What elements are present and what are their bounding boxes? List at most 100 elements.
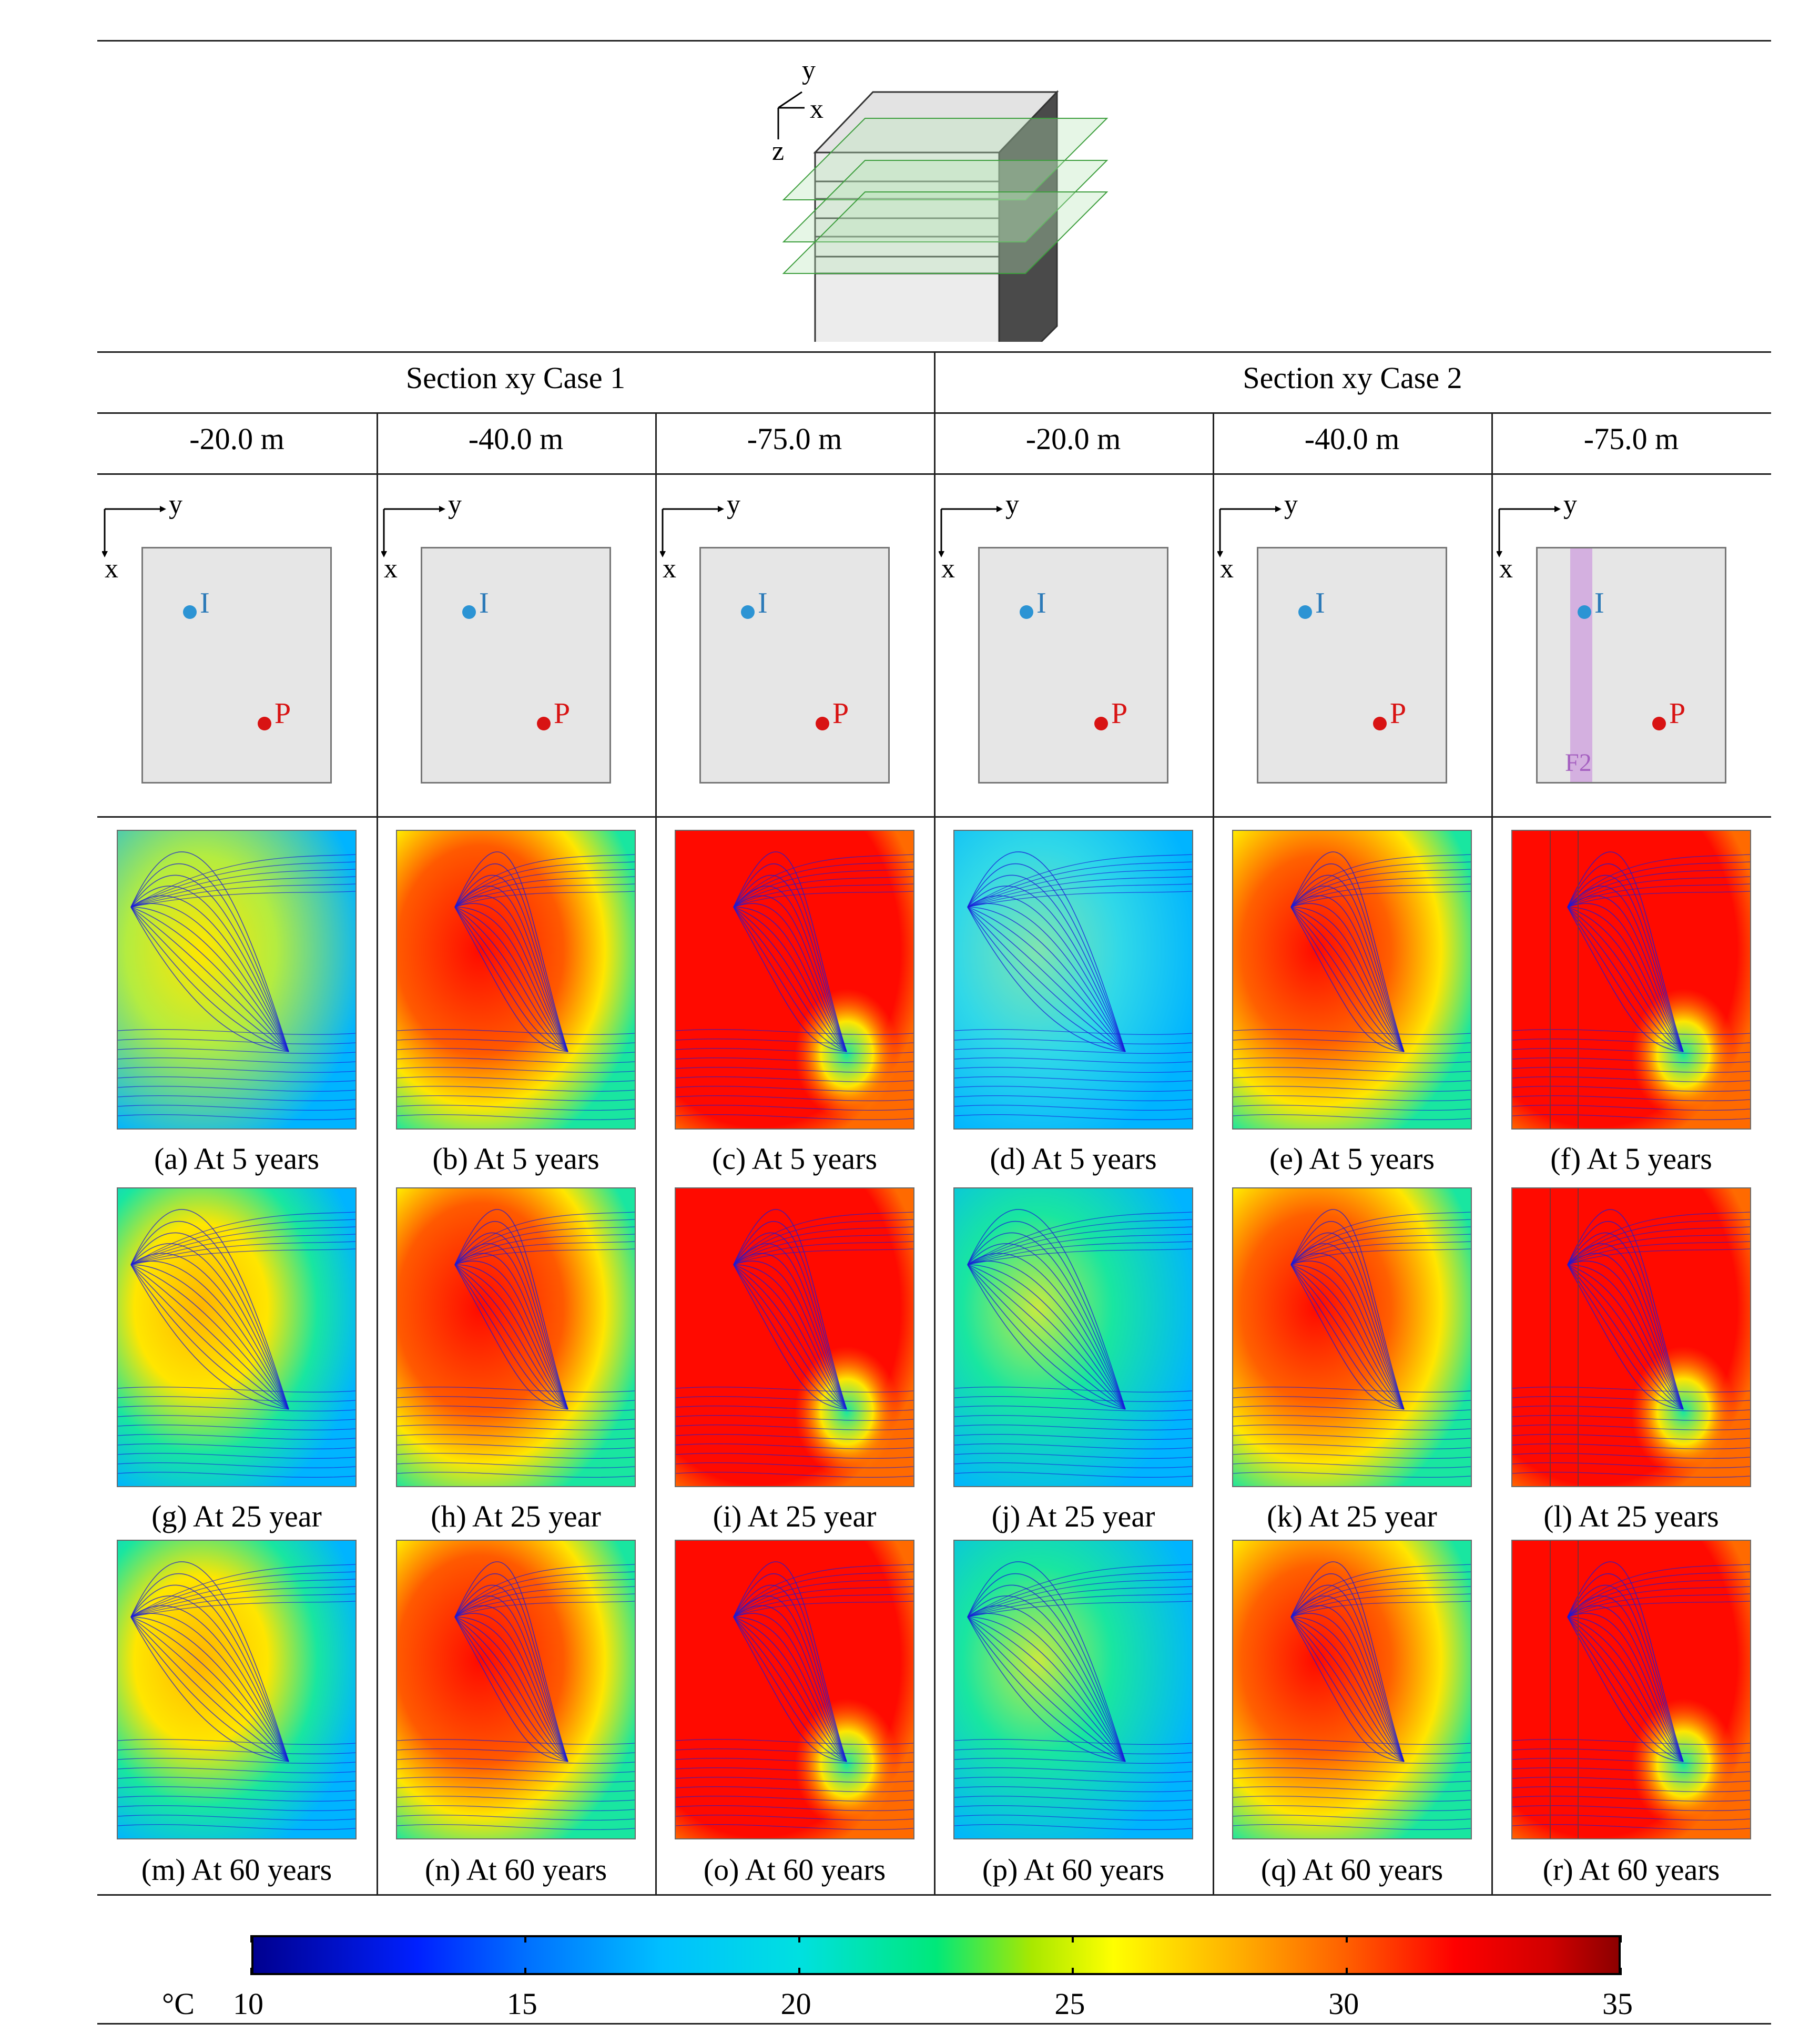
plot-caption: (d) At 5 years: [990, 1142, 1157, 1176]
injection-well-label: I: [1315, 587, 1325, 619]
axis-x-label: x: [105, 554, 118, 584]
axis-x-label: x: [941, 554, 955, 584]
bottom-rule: [97, 2023, 1771, 2025]
injection-well-marker: [1578, 605, 1591, 619]
col-divider-5: [1491, 412, 1493, 1895]
production-well-marker: [1094, 717, 1108, 730]
iso-axis-x: x: [810, 94, 823, 124]
temperature-plot: [953, 830, 1193, 1130]
axis-y-label: y: [727, 490, 740, 520]
colorbar-tick: [524, 1935, 526, 1943]
injection-well-marker: [183, 605, 197, 619]
injection-well-label: I: [1594, 587, 1604, 619]
plot-caption: (r) At 60 years: [1542, 1853, 1720, 1887]
colorbar-tick: [1346, 1935, 1348, 1943]
temperature-plot: [675, 1187, 914, 1487]
colorbar: [251, 1935, 1621, 1975]
temperature-plot: [396, 1187, 636, 1487]
injection-well-marker: [462, 605, 476, 619]
temperature-plot: [1232, 830, 1472, 1130]
injection-well-label: I: [1036, 587, 1046, 619]
injection-well-label: I: [200, 587, 210, 619]
production-well-label: P: [832, 697, 849, 730]
model-block-diagram: [777, 90, 1109, 342]
temperature-plot: [1511, 1187, 1751, 1487]
depth-label: -40.0 m: [1304, 422, 1400, 456]
col-divider-1: [377, 412, 378, 1895]
production-well-marker: [1373, 717, 1387, 730]
plots-bottom-rule: [97, 1894, 1771, 1896]
production-well-label: P: [1111, 697, 1128, 730]
plot-caption: (b) At 5 years: [432, 1142, 599, 1176]
section-axes-icon: [939, 506, 1003, 557]
case1-title: Section xy Case 1: [405, 361, 626, 395]
depth-label: -75.0 m: [747, 422, 842, 456]
injection-well-marker: [741, 605, 755, 619]
plot-caption: (o) At 60 years: [703, 1853, 886, 1887]
plot-caption: (e) At 5 years: [1269, 1142, 1435, 1176]
temperature-plot: [1232, 1540, 1472, 1839]
injection-well-marker: [1020, 605, 1033, 619]
temperature-plot: [396, 1540, 636, 1839]
plot-caption: (i) At 25 year: [713, 1499, 877, 1533]
temperature-plot: [117, 1187, 357, 1487]
fault-label: F2: [1565, 749, 1592, 777]
colorbar-tick-label: 25: [1054, 1987, 1085, 2021]
depth-label: -75.0 m: [1583, 422, 1679, 456]
axis-y-label: y: [1284, 490, 1298, 520]
depth-label: -40.0 m: [468, 422, 564, 456]
temperature-plot: [675, 830, 914, 1130]
temperature-plot: [1232, 1187, 1472, 1487]
depth-label: -20.0 m: [1025, 422, 1121, 456]
plot-caption: (f) At 5 years: [1550, 1142, 1712, 1176]
injection-well-marker: [1298, 605, 1312, 619]
production-well-label: P: [1390, 697, 1407, 730]
temperature-plot: [1511, 830, 1751, 1130]
temperature-plot: [1511, 1540, 1751, 1839]
iso-axis-y: y: [802, 55, 816, 85]
colorbar-tick-label: 10: [233, 1987, 263, 2021]
iso-axis-z: z: [772, 136, 785, 166]
colorbar-tick: [1346, 1968, 1348, 1975]
plot-caption: (h) At 25 year: [431, 1499, 601, 1533]
axis-x-label: x: [384, 554, 398, 584]
depth-label: -20.0 m: [189, 422, 284, 456]
colorbar-tick: [1072, 1968, 1074, 1975]
colorbar-tick: [798, 1935, 800, 1943]
colorbar-tick: [250, 1935, 252, 1943]
colorbar-tick-label: 20: [780, 1987, 811, 2021]
col-divider-2: [655, 412, 657, 1895]
production-well-label: P: [274, 697, 291, 730]
temperature-plot: [117, 830, 357, 1130]
plot-caption: (a) At 5 years: [154, 1142, 320, 1176]
plot-caption: (k) At 25 year: [1267, 1499, 1437, 1533]
plot-caption: (n) At 60 years: [424, 1853, 607, 1887]
colorbar-tick: [250, 1968, 252, 1975]
colorbar-tick: [1072, 1935, 1074, 1943]
production-well-marker: [258, 717, 271, 730]
section-axes-icon: [660, 506, 724, 557]
section-axes-icon: [381, 506, 445, 557]
plot-caption: (p) At 60 years: [982, 1853, 1165, 1887]
production-well-marker: [816, 717, 829, 730]
injection-well-label: I: [758, 587, 768, 619]
colorbar-tick-label: 35: [1602, 1987, 1633, 2021]
colorbar-tick: [1620, 1968, 1622, 1975]
section-axes-icon: [1497, 506, 1561, 557]
col-divider-4: [1213, 412, 1214, 1895]
temperature-plot: [396, 830, 636, 1130]
production-well-marker: [1652, 717, 1666, 730]
plot-caption: (c) At 5 years: [711, 1142, 878, 1176]
temperature-plot: [953, 1540, 1193, 1839]
colorbar-tick: [798, 1968, 800, 1975]
axis-y-label: y: [1563, 490, 1577, 520]
colorbar-tick: [524, 1968, 526, 1975]
colorbar-tick-label: 30: [1328, 1987, 1359, 2021]
temperature-plot: [675, 1540, 914, 1839]
fault-zone: [1570, 548, 1592, 782]
plot-caption: (l) At 25 years: [1543, 1499, 1719, 1533]
axis-x-label: x: [663, 554, 676, 584]
axis-y-label: y: [448, 490, 462, 520]
